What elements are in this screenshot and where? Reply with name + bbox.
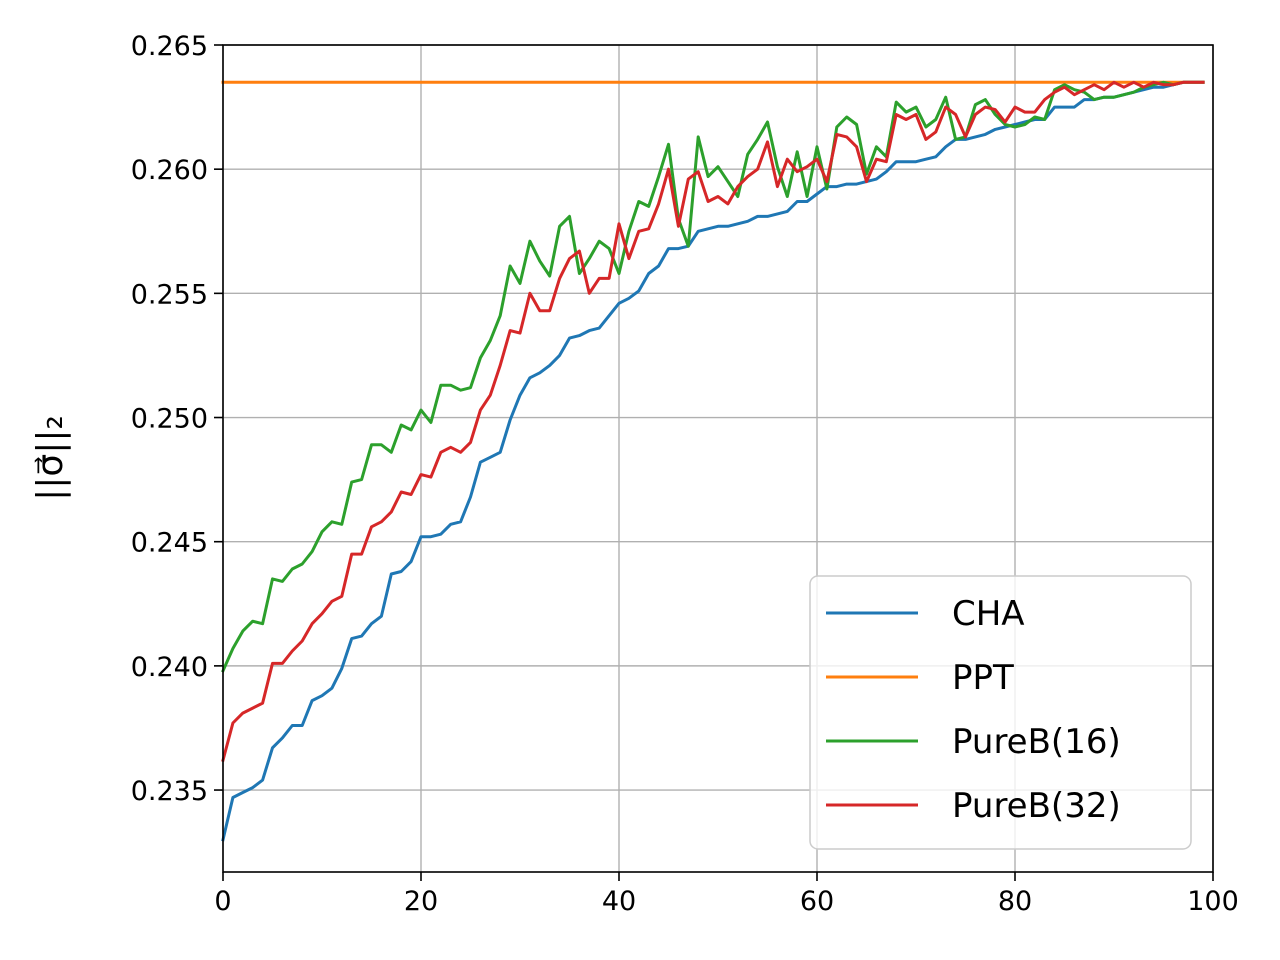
y-tick-label: 0.250 [131,404,208,435]
plot-frame [222,44,1214,873]
x-tick-label: 60 [800,886,834,917]
x-tick-label: 80 [998,886,1032,917]
legend-label-0: CHA [952,594,1025,634]
x-tick-label: 20 [404,886,438,917]
x-tick-label: 0 [214,886,231,917]
y-tick-label: 0.255 [131,279,208,310]
y-tick-label: 0.260 [131,155,208,186]
series-line-3 [221,80,1205,763]
y-tick-label: 0.245 [131,528,208,559]
legend-label-2: PureB(16) [952,722,1121,762]
y-tick-label: 0.265 [131,31,208,62]
x-tick-label: 40 [602,886,636,917]
grid-lines [222,44,1214,872]
x-tick-label: 100 [1187,886,1239,917]
y-axis-label: ||σ⃗||₂ [30,415,71,501]
series-lines [221,80,1205,842]
axis-ticks: 0 20 40 60 80 100 0.235 0.240 0.245 0.250 0.255 0.2… [131,31,1239,917]
legend-box [809,575,1192,850]
legend: CHA PPT PureB(16) PureB(32) [809,575,1192,850]
y-tick-label: 0.240 [131,652,208,683]
y-tick-label: 0.235 [131,776,208,807]
legend-label-3: PureB(32) [952,786,1121,826]
series-line-2 [221,80,1205,673]
legend-label-1: PPT [952,658,1014,698]
